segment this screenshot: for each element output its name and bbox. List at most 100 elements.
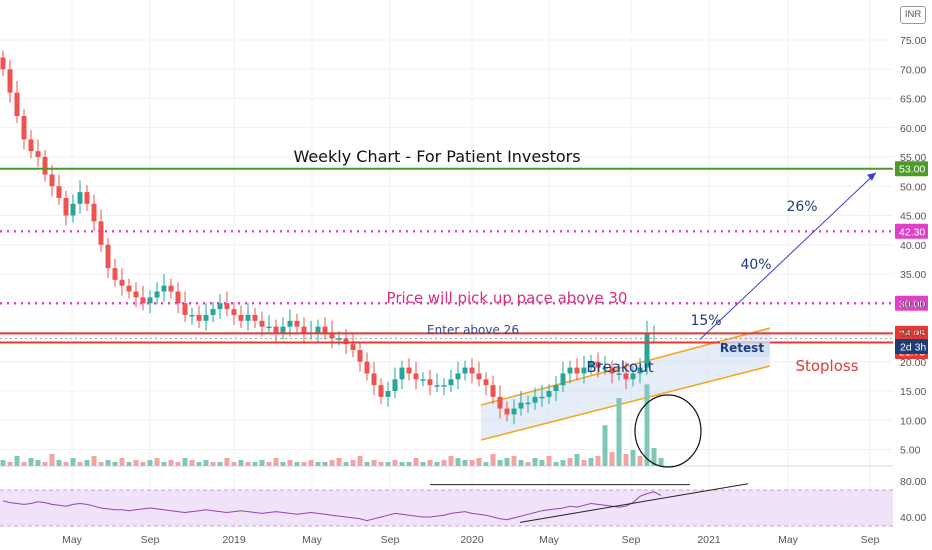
time-tick-label: 2019 bbox=[222, 534, 246, 546]
time-tick-label: Sep bbox=[861, 534, 880, 546]
candle-body bbox=[505, 409, 510, 415]
currency-badge[interactable]: INR bbox=[900, 6, 926, 24]
time-tick-label: May bbox=[778, 534, 799, 546]
price-tick-label: 55.00 bbox=[900, 152, 926, 164]
candle-body bbox=[414, 373, 419, 379]
candle-body bbox=[57, 186, 62, 198]
volume-bar bbox=[631, 450, 636, 466]
candle-body bbox=[428, 379, 433, 385]
countdown-tag-label: 2d 3h bbox=[900, 342, 926, 354]
candle-body bbox=[267, 327, 272, 329]
volume-bar bbox=[449, 456, 454, 466]
volume-bar bbox=[253, 462, 258, 466]
time-tick-label: Sep bbox=[141, 534, 160, 546]
candle-body bbox=[540, 397, 545, 399]
volume-bar bbox=[323, 462, 328, 466]
price-tick-label: 40.00 bbox=[900, 240, 926, 252]
volume-bar bbox=[183, 458, 188, 466]
candle-body bbox=[323, 327, 328, 333]
volume-bar bbox=[386, 462, 391, 466]
volume-bar bbox=[316, 462, 321, 466]
candle-body bbox=[274, 327, 279, 333]
price-tick-label: 25.00 bbox=[900, 328, 926, 340]
volume-bar bbox=[8, 462, 13, 466]
annotation-retest: Retest bbox=[720, 341, 764, 355]
price-tick-label: 10.00 bbox=[900, 415, 926, 427]
candle-body bbox=[29, 139, 34, 151]
volume-bar bbox=[645, 384, 650, 466]
volume-bar bbox=[15, 456, 20, 466]
candle-body bbox=[358, 350, 363, 362]
volume-bar bbox=[36, 460, 41, 466]
price-tag: 42.30 bbox=[895, 224, 928, 239]
volume-bar bbox=[491, 454, 496, 466]
candle-body bbox=[99, 221, 104, 244]
price-tick-label: 60.00 bbox=[900, 123, 926, 135]
volume-bar bbox=[169, 460, 174, 466]
price-tick-label: 75.00 bbox=[900, 35, 926, 47]
rsi-panel: 80.0040.00 bbox=[0, 476, 926, 526]
price-tick-label: 45.00 bbox=[900, 211, 926, 223]
volume-bar bbox=[1, 460, 6, 466]
volume-bar bbox=[43, 462, 48, 466]
chart-title: Weekly Chart - For Patient Investors bbox=[293, 147, 580, 166]
volume-bar bbox=[442, 460, 447, 466]
volume-bar bbox=[225, 458, 230, 466]
candle-body bbox=[477, 373, 482, 379]
candle-body bbox=[554, 385, 559, 391]
candle-body bbox=[393, 379, 398, 391]
rsi-tick-label: 40.00 bbox=[900, 512, 926, 524]
volume-bar bbox=[267, 462, 272, 466]
volume-bar bbox=[575, 454, 580, 466]
volume-bar bbox=[85, 460, 90, 466]
candle-body bbox=[295, 321, 300, 327]
candle-body bbox=[134, 292, 139, 298]
candle-body bbox=[106, 245, 111, 268]
candle-body bbox=[22, 116, 27, 139]
volume-bar bbox=[610, 452, 615, 466]
volume-bar bbox=[456, 458, 461, 466]
volume-bar bbox=[141, 462, 146, 466]
candle-body bbox=[113, 268, 118, 280]
volume-bar bbox=[260, 460, 265, 466]
volume-bar bbox=[463, 460, 468, 466]
candle-body bbox=[456, 373, 461, 379]
volume-bar bbox=[407, 462, 412, 466]
price-tick-label: 20.00 bbox=[900, 357, 926, 369]
annotation-price-pace: Price will pick up pace above 30 bbox=[387, 289, 628, 307]
volume-bar bbox=[218, 462, 223, 466]
volume-bar bbox=[134, 460, 139, 466]
annotation-breakout: Breakout bbox=[586, 358, 653, 376]
volume-bar bbox=[526, 462, 531, 466]
volume-bar bbox=[414, 458, 419, 466]
volume-bar bbox=[435, 462, 440, 466]
annotation-40pct: 40% bbox=[740, 257, 771, 273]
candle-body bbox=[162, 286, 167, 292]
volume-bar bbox=[155, 458, 160, 466]
volume-bar bbox=[512, 456, 517, 466]
annotations bbox=[635, 173, 876, 467]
candle-body bbox=[519, 403, 524, 409]
candle-body bbox=[64, 198, 69, 216]
price-tick-label: 15.00 bbox=[900, 386, 926, 398]
candlesticks bbox=[1, 51, 657, 425]
volume-bar bbox=[351, 460, 356, 466]
candle-body bbox=[197, 315, 202, 321]
volume-bar bbox=[281, 462, 286, 466]
candle-body bbox=[36, 151, 41, 157]
candle-body bbox=[43, 157, 48, 175]
price-tick-label: 65.00 bbox=[900, 94, 926, 106]
volume-bar bbox=[148, 460, 153, 466]
volume-bar bbox=[393, 460, 398, 466]
price-tick-label: 50.00 bbox=[900, 181, 926, 193]
candle-body bbox=[15, 93, 20, 116]
candle-body bbox=[85, 192, 90, 204]
candle-body bbox=[568, 368, 573, 374]
volume-bar bbox=[428, 460, 433, 466]
candle-body bbox=[386, 391, 391, 397]
volume-bar bbox=[477, 458, 482, 466]
volume-bar bbox=[505, 458, 510, 466]
candle-body bbox=[232, 309, 237, 315]
candle-body bbox=[491, 385, 496, 397]
